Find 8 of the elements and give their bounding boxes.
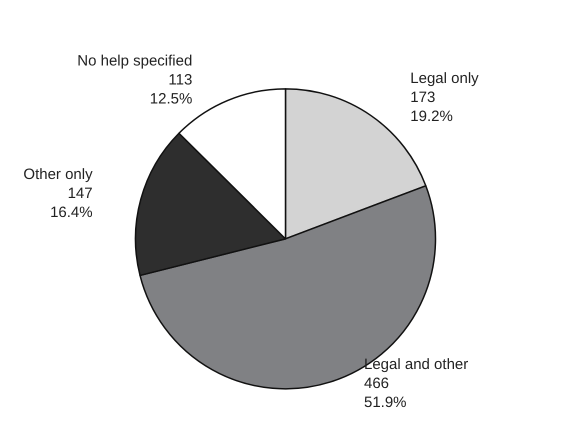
slice-label: Legal and other [364,356,468,373]
data-label: 147 16.4% [50,184,93,221]
data-label: 173 19.2% [410,88,453,125]
slice-label: Other only [23,166,94,183]
slice-label: Legal only [410,70,480,87]
data-label: 466 51.9% [364,375,407,411]
data-label: 113 12.5% [150,72,192,108]
slice-label: No help specified [77,52,192,70]
